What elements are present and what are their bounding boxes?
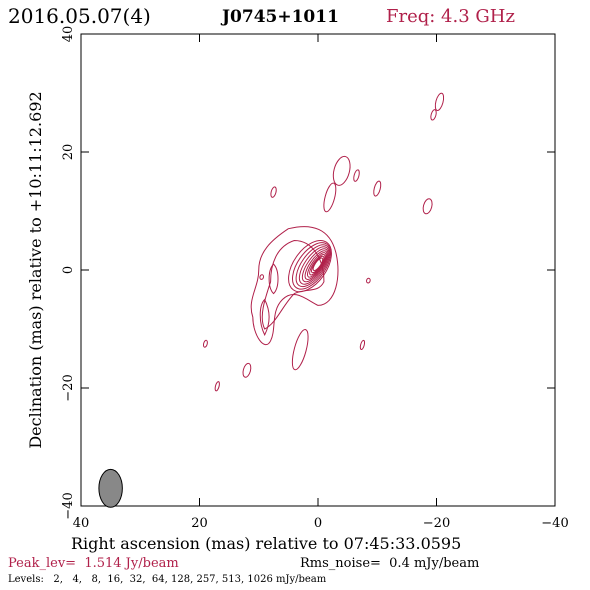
y-tick-label: −40: [61, 492, 76, 519]
rms-noise: Rms_noise= 0.4 mJy/beam: [300, 556, 479, 571]
peak-level: Peak_lev= 1.514 Jy/beam: [8, 556, 179, 571]
beam-ellipse: [98, 468, 123, 508]
x-tick-label: −40: [541, 516, 568, 531]
core-contour-level: [298, 246, 330, 285]
observation-date: 2016.05.07(4): [8, 4, 151, 28]
component-contour: [353, 169, 360, 182]
beam-shape: [98, 468, 123, 508]
component-contour: [359, 339, 366, 351]
contour-levels: Levels: 2, 4, 8, 16, 32, 64, 128, 257, 5…: [8, 574, 327, 585]
x-tick-labels: 40 20 0 −20 −40: [73, 516, 569, 531]
component-contour: [323, 182, 337, 213]
component-contour: [214, 381, 220, 392]
component-contour: [332, 155, 351, 186]
contour-lines: [202, 92, 445, 392]
component-contour: [430, 109, 437, 121]
y-tick-label: 0: [61, 266, 76, 274]
y-tick-label: 40: [61, 26, 76, 43]
jet-contour: [261, 239, 325, 330]
jet-contour: [259, 298, 270, 337]
component-contour: [434, 92, 445, 111]
jet-contour: [250, 226, 339, 346]
y-tick-label: −20: [61, 374, 76, 401]
x-tick-label: 40: [73, 516, 90, 531]
core-contour-level: [292, 242, 332, 290]
frequency-label: Freq: 4.3 GHz: [386, 6, 515, 27]
core-contour-level: [312, 257, 324, 272]
y-tick-label: 20: [61, 144, 76, 161]
component-contour: [270, 186, 277, 198]
core-contour-level: [304, 250, 328, 280]
component-contour: [373, 180, 382, 197]
core-contour-level: [306, 252, 327, 278]
component-contour: [422, 198, 433, 215]
core-contour-level: [295, 244, 331, 288]
core-contour-level: [301, 248, 329, 283]
y-tick-labels: −40 −20 0 20 40: [61, 26, 76, 520]
x-tick-label: −20: [423, 516, 450, 531]
x-axis-label: Right ascension (mas) relative to 07:45:…: [71, 534, 461, 553]
x-tick-label: 0: [314, 516, 322, 531]
x-tick-label: 20: [191, 516, 208, 531]
axis-ticks: [80, 33, 556, 507]
component-contour: [242, 362, 252, 378]
component-contour: [291, 329, 309, 371]
component-contour: [259, 274, 265, 280]
source-name: J0745+1011: [220, 7, 339, 27]
y-axis-label: Declination (mas) relative to +10:11:12.…: [26, 91, 45, 448]
component-contour: [202, 339, 208, 348]
component-contour: [366, 277, 371, 284]
jet-contour: [268, 263, 279, 295]
